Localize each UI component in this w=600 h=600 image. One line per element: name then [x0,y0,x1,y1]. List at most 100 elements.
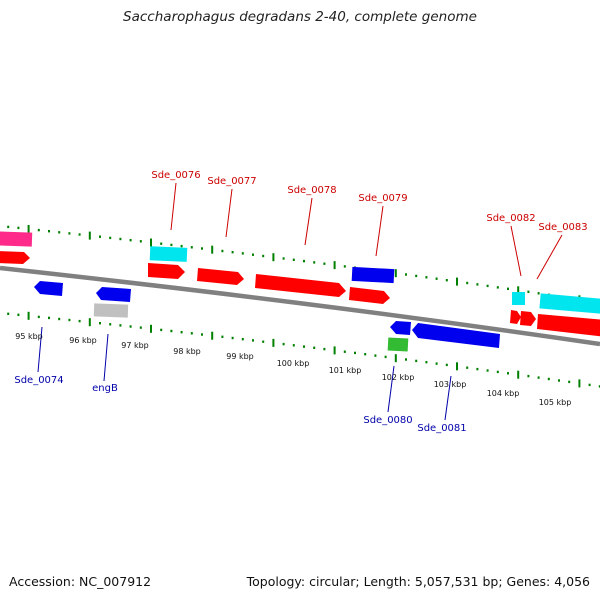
minor-tick [476,367,479,371]
feature-cds[interactable] [510,310,521,324]
minor-tick [537,376,540,379]
scale-label: 102 kbp [382,373,415,382]
genome-stats-text: Topology: circular; Length: 5,057,531 bp… [246,574,590,589]
inner-tick-track [7,311,600,388]
minor-tick [58,231,61,234]
minor-tick [507,372,509,375]
scale-label: 100 kbp [277,359,310,368]
gene-label-sde-0077[interactable]: Sde_0077 [207,176,256,187]
minor-tick [374,354,377,357]
minor-tick [139,240,142,243]
minor-tick [241,338,244,341]
minor-tick [129,239,132,242]
feature-pseudo[interactable] [93,303,129,318]
minor-tick [343,350,346,353]
minor-tick [221,335,224,338]
gene-label-sde-0083[interactable]: Sde_0083 [538,222,587,233]
minor-tick [415,359,418,363]
gene-label-sde-0082[interactable]: Sde_0082 [486,213,535,224]
minor-tick [180,331,183,334]
minor-tick [435,277,438,280]
minor-tick [323,262,326,265]
minor-tick [58,317,61,321]
gene-label-sde-0078[interactable]: Sde_0078 [287,185,336,196]
minor-tick [190,332,193,335]
minor-tick [303,259,305,263]
gene-label-engb[interactable]: engB [92,383,118,394]
feature-cds-reverse[interactable] [390,321,411,335]
feature-cds[interactable] [255,274,346,297]
minor-tick [496,370,499,374]
map-title: Saccharophagus degradans 2-40, complete … [123,9,477,25]
feature-rna[interactable] [149,246,188,262]
gene-label-sde-0079[interactable]: Sde_0079 [358,193,407,204]
feature-cds-reverse[interactable] [412,323,500,348]
minor-tick [282,257,285,260]
minor-tick [527,374,530,378]
minor-tick [527,290,530,293]
minor-tick [425,361,428,364]
feature-cds[interactable] [197,268,244,285]
minor-tick [160,242,163,245]
gene-label-sde-0081[interactable]: Sde_0081 [417,423,466,434]
minor-tick [466,366,469,369]
minor-tick [323,347,326,351]
minor-tick [354,351,356,355]
major-tick [150,324,152,333]
major-tick [211,331,214,340]
minor-tick [568,380,571,384]
scale-label: 101 kbp [329,366,362,375]
feature-rna[interactable] [539,293,600,315]
major-tick [456,362,458,371]
gene-label-sde-0074[interactable]: Sde_0074 [14,375,63,386]
scale-labels: 95 kbp 96 kbp 97 kbp 98 kbp 99 kbp 100 k… [15,332,571,407]
feature-cds[interactable] [537,314,600,337]
minor-tick [282,342,285,346]
feature-cds-reverse[interactable] [351,266,395,284]
feature-cds[interactable] [0,251,30,264]
minor-tick [231,251,234,254]
label-leaders [37,182,563,421]
minor-tick [405,273,407,276]
minor-tick [313,261,316,264]
minor-tick [17,313,20,316]
minor-tick [537,292,540,295]
minor-tick [252,339,254,342]
minor-tick [496,286,499,289]
minor-tick [201,333,203,336]
minor-tick [221,249,224,253]
scale-label: 98 kbp [173,347,201,356]
minor-tick [313,346,316,349]
gene-label-sde-0076[interactable]: Sde_0076 [151,170,200,181]
gene-label-sde-0080[interactable]: Sde_0080 [363,415,412,426]
minor-tick [37,228,40,232]
minor-tick [109,323,112,326]
feature-cds[interactable] [349,287,390,304]
major-tick [394,269,397,278]
minor-tick [160,328,163,332]
minor-tick [262,340,265,343]
major-tick [27,225,30,233]
scale-label: 105 kbp [539,398,572,407]
feature-cds-reverse[interactable] [96,287,131,302]
minor-tick [201,247,203,250]
scale-label: 97 kbp [121,341,149,350]
minor-tick [486,284,489,288]
minor-tick [68,232,71,235]
minor-tick [37,315,40,319]
major-tick [211,245,214,254]
minor-tick [99,235,101,238]
feature-cds[interactable] [148,263,185,279]
major-tick [27,311,30,320]
feature-rna[interactable] [0,231,33,247]
feature-other[interactable] [387,337,409,352]
minor-tick [384,355,387,359]
minor-tick [7,225,10,229]
minor-tick [303,345,305,348]
major-tick [150,238,152,247]
minor-tick [139,326,142,329]
feature-cds[interactable] [520,311,536,326]
major-tick [517,286,520,295]
feature-cds-reverse[interactable] [34,281,63,296]
feature-rna[interactable] [512,292,525,305]
